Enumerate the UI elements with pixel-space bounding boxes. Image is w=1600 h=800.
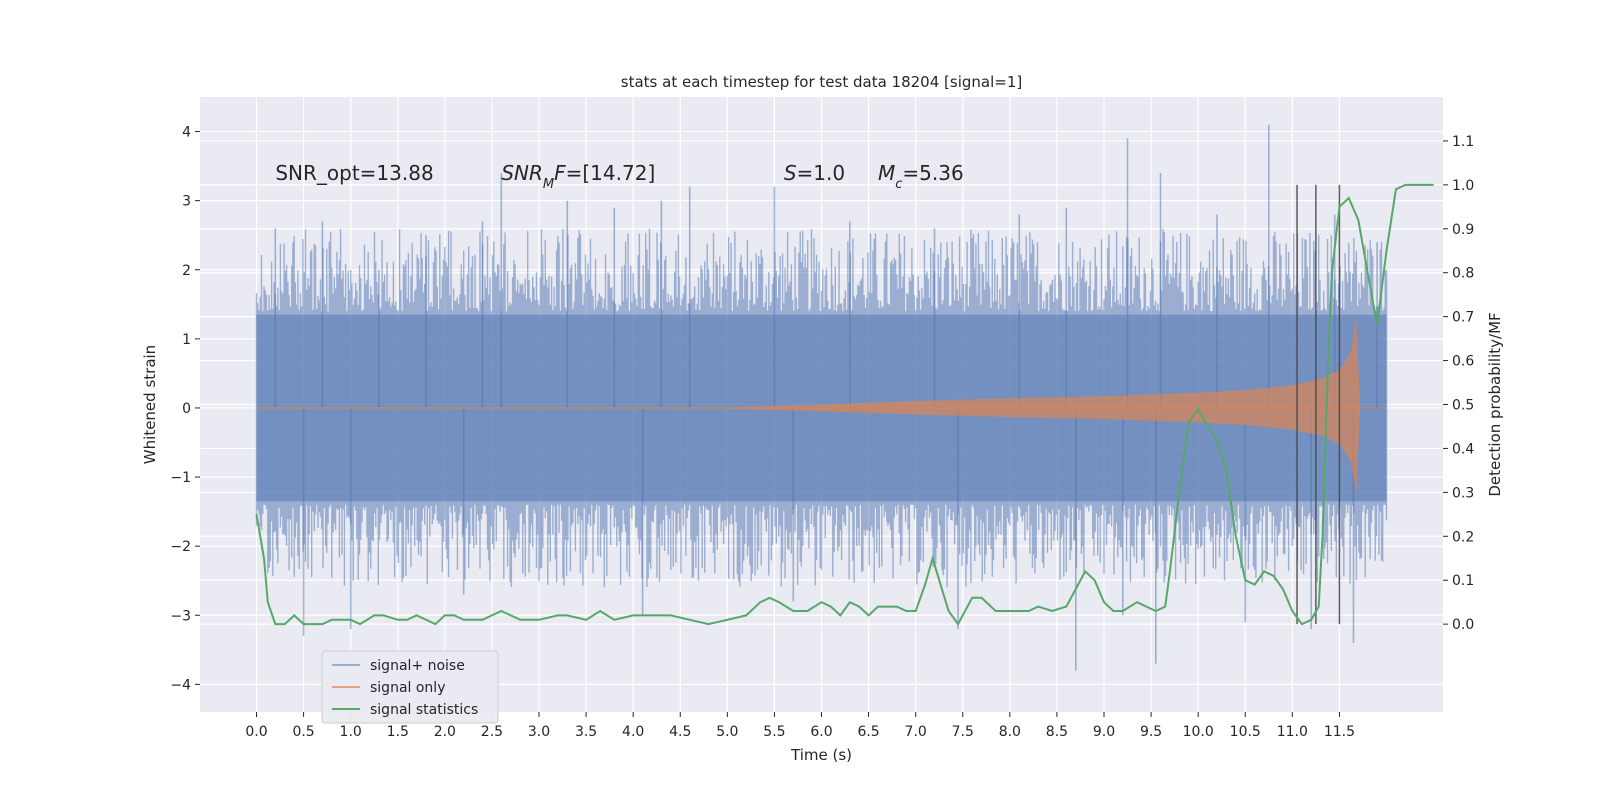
- x-tick-label: 11.0: [1277, 724, 1308, 740]
- y-right-tick-label: 0.4: [1452, 441, 1474, 457]
- annotation-text: SNRMF=[14.72]: [501, 161, 655, 192]
- y-left-tick-label: 1: [182, 332, 191, 348]
- y-left-tick-label: 4: [182, 125, 191, 141]
- y-right-tick-label: 0.2: [1452, 529, 1474, 545]
- x-tick-label: 3.0: [528, 724, 550, 740]
- x-tick-label: 2.0: [434, 724, 456, 740]
- y-right-tick-label: 0.8: [1452, 266, 1474, 282]
- x-tick-label: 7.5: [952, 724, 974, 740]
- annotation-part: =1.0: [797, 161, 846, 185]
- series-signal-statistics: [255, 183, 1434, 626]
- annotation-part: S: [784, 161, 797, 185]
- y-left-tick-label: 0: [182, 401, 191, 417]
- x-tick-label: 0.0: [245, 724, 267, 740]
- x-axis-ticks: 0.0 0.5 1.0 1.5 2.0 2.5 3.0 3.5 4.0 4.5 5.0 5.5 6.0 6…: [245, 712, 1355, 740]
- x-tick-label: 10.0: [1183, 724, 1214, 740]
- x-tick-label: 11.5: [1324, 724, 1355, 740]
- y-right-tick-label: 0.1: [1452, 573, 1474, 589]
- x-axis-label: Time (s): [790, 746, 852, 764]
- legend-box: [321, 650, 499, 724]
- annotations: SNR_opt=13.88 SNRMF=[14.72] S=1.0 Mc=5.36: [275, 161, 963, 192]
- x-tick-label: 6.0: [810, 724, 832, 740]
- annotation-part: M: [878, 161, 895, 185]
- x-tick-label: 5.5: [763, 724, 785, 740]
- annotation-part: SNR: [501, 161, 543, 185]
- x-tick-label: 6.5: [857, 724, 879, 740]
- annotation-part: c: [895, 176, 902, 191]
- y-right-tick-label: 1.1: [1452, 134, 1474, 150]
- x-tick-label: 1.5: [387, 724, 409, 740]
- annotation-text: SNR_opt=13.88: [275, 161, 433, 185]
- y-left-tick-label: −4: [170, 677, 191, 693]
- y-right-tick-label: 1.0: [1452, 178, 1474, 194]
- chart-title: stats at each timestep for test data 182…: [621, 73, 1022, 91]
- y-right-tick-label: 0.6: [1452, 354, 1474, 370]
- signal-envelope: [256, 318, 1361, 494]
- legend-label: signal+ noise: [370, 658, 465, 674]
- x-tick-label: 9.5: [1140, 724, 1162, 740]
- annotation-text: S=1.0: [784, 161, 845, 185]
- vertical-markers: [1296, 184, 1341, 625]
- y-left-tick-label: 2: [182, 263, 191, 279]
- annotation-part: =[14.72]: [566, 161, 656, 185]
- y-right-tick-label: 0.7: [1452, 310, 1474, 326]
- annotation-part: SNR_opt=13.88: [275, 161, 433, 185]
- y-axis-right-ticks: 0.0 0.1 0.2 0.3 0.4 0.5 0.6 0.7 0.8 0.9 1.0 1.1: [1443, 134, 1474, 633]
- legend-label: signal only: [370, 680, 445, 696]
- signal-statistics-line: [255, 183, 1434, 626]
- x-tick-label: 8.0: [999, 724, 1021, 740]
- x-tick-label: 10.5: [1230, 724, 1261, 740]
- y-right-tick-label: 0.0: [1452, 617, 1474, 633]
- annotation-text: Mc=5.36: [878, 161, 964, 192]
- x-tick-label: 4.0: [622, 724, 644, 740]
- legend: signal+ noise signal only signal statistic…: [321, 650, 499, 724]
- y-axis-left-ticks: −4 −3 −2 −1 0 1 2 3 4: [170, 125, 200, 693]
- x-tick-label: 3.5: [575, 724, 597, 740]
- x-tick-label: 2.5: [481, 724, 503, 740]
- y-right-tick-label: 0.3: [1452, 485, 1474, 501]
- x-tick-label: 5.0: [716, 724, 738, 740]
- y-left-tick-label: −1: [170, 470, 191, 486]
- annotation-part: F: [554, 161, 566, 185]
- y-right-tick-label: 0.5: [1452, 398, 1474, 414]
- x-tick-label: 0.5: [292, 724, 314, 740]
- y-axis-right-label: Detection probability/MF: [1486, 312, 1504, 496]
- annotation-part: =5.36: [902, 161, 963, 185]
- y-right-tick-label: 0.9: [1452, 222, 1474, 238]
- x-tick-label: 7.0: [905, 724, 927, 740]
- annotation-part: M: [543, 176, 554, 191]
- x-tick-label: 1.0: [340, 724, 362, 740]
- x-tick-label: 9.0: [1093, 724, 1115, 740]
- legend-label: signal statistics: [370, 702, 478, 718]
- noise-peaks: [274, 124, 1378, 671]
- y-left-tick-label: −2: [170, 539, 191, 555]
- x-tick-label: 8.5: [1046, 724, 1068, 740]
- y-axis-left-label: Whitened strain: [141, 345, 159, 464]
- y-left-tick-label: −3: [170, 608, 191, 624]
- y-left-tick-label: 3: [182, 194, 191, 210]
- x-tick-label: 4.5: [669, 724, 691, 740]
